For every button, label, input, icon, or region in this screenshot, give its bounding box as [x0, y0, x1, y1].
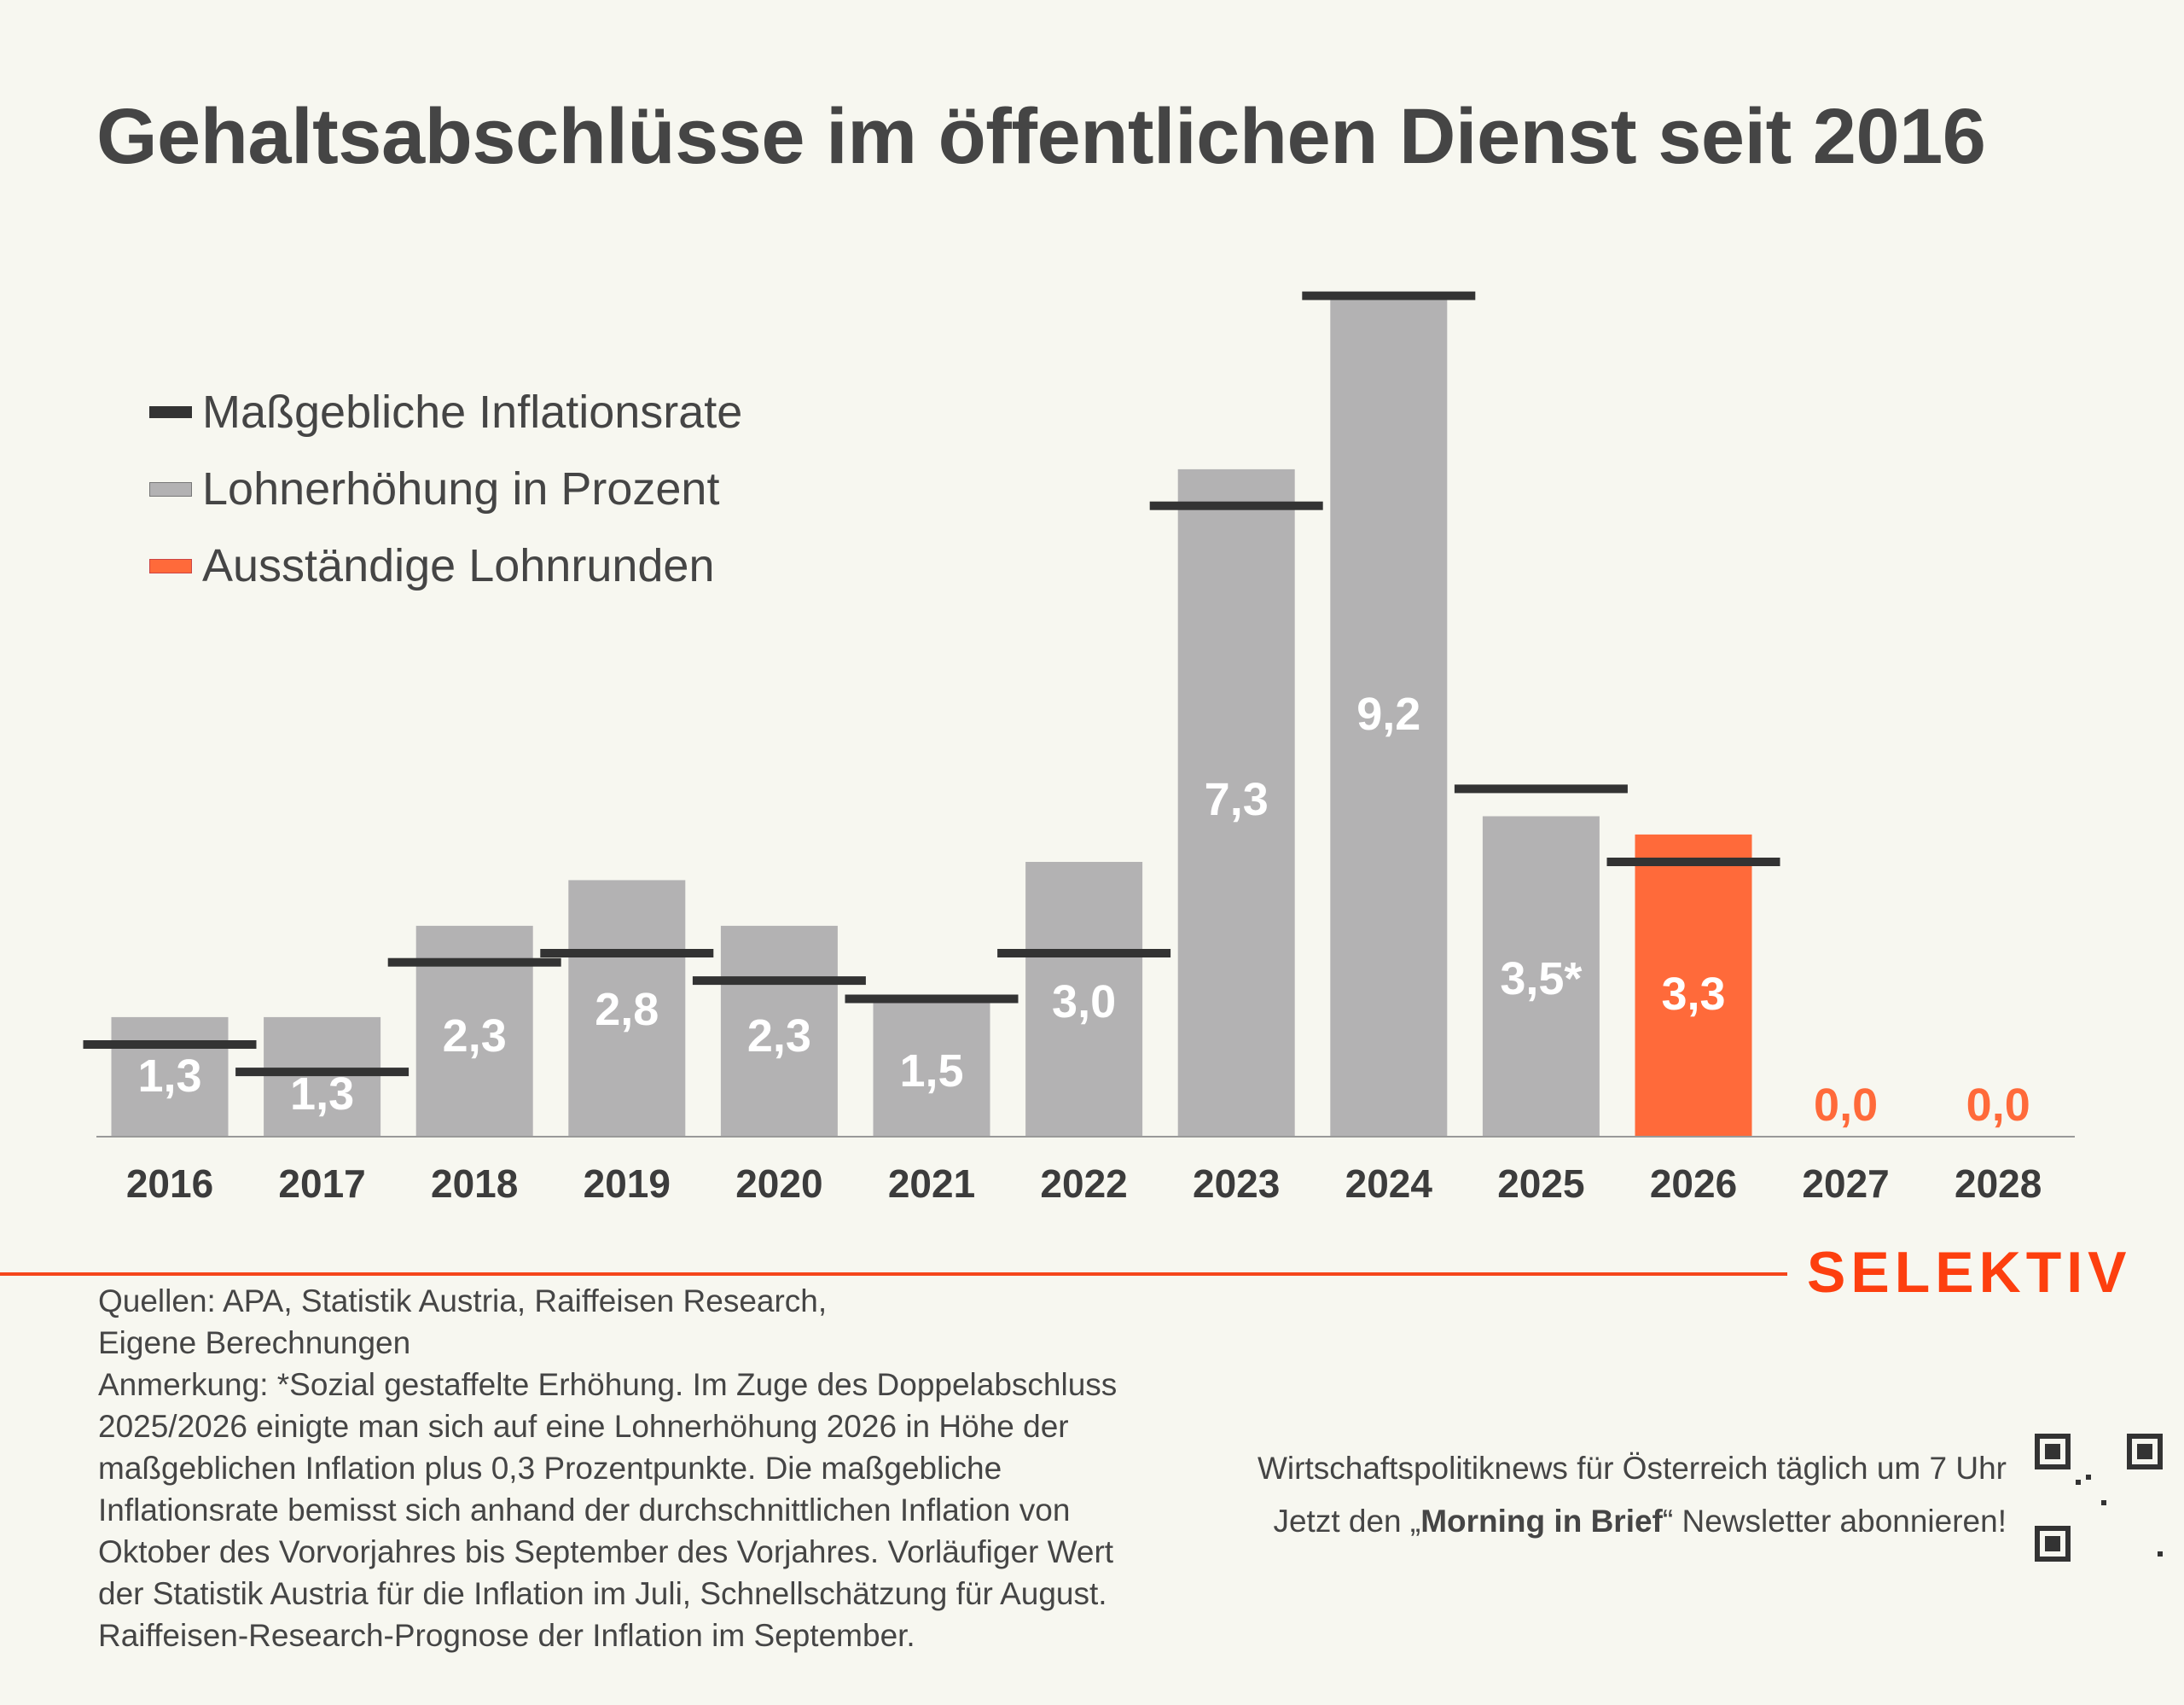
brand-logo: SELEKTIV: [1807, 1240, 2132, 1305]
bar-value-label: 3,5*: [1500, 953, 1582, 1004]
inflation-marker-2018: [387, 957, 561, 967]
x-tick-label: 2022: [1040, 1161, 1127, 1206]
bar-2023: [1177, 468, 1295, 1136]
bar-2024: [1330, 295, 1448, 1137]
legend-swatch-inflation: [149, 406, 192, 418]
x-tick-label: 2023: [1193, 1161, 1280, 1206]
bar-2021: [873, 998, 990, 1136]
legend-swatch-pending: [149, 558, 192, 573]
inflation-marker-2020: [692, 976, 866, 986]
inflation-marker-2017: [235, 1068, 410, 1077]
bar-2022: [1025, 862, 1143, 1136]
inflation-marker-2022: [997, 949, 1171, 957]
x-tick-label: 2021: [888, 1161, 975, 1206]
bar-value-label: 7,3: [1205, 774, 1269, 825]
inflation-marker-2023: [1149, 501, 1323, 510]
footnotes: Quellen: APA, Statistik Austria, Raiffei…: [98, 1280, 1165, 1656]
bar-2026: [1635, 834, 1752, 1136]
x-tick-label: 2024: [1345, 1161, 1433, 1206]
x-tick-label: 2025: [1497, 1161, 1584, 1206]
x-tick-label: 2026: [1650, 1161, 1737, 1206]
bar-value-label: 1,3: [290, 1068, 354, 1120]
promo-pre: Jetzt den „: [1273, 1504, 1421, 1539]
chart-title: Gehaltsabschlüsse im öffentlichen Dienst…: [96, 93, 1986, 180]
bar-2020: [720, 925, 838, 1136]
bar-2017: [264, 1016, 381, 1136]
bar-value-label: 1,3: [137, 1050, 201, 1102]
inflation-marker-2021: [845, 994, 1019, 1004]
legend-item-wage: Lohnerhöhung in Prozent: [149, 451, 742, 527]
bar-value-label: 0,0: [1814, 1079, 1878, 1131]
legend-item-inflation: Maßgebliche Inflationsrate: [149, 374, 742, 451]
x-tick-label: 2027: [1802, 1161, 1889, 1206]
newsletter-promo: Wirtschaftspolitiknews für Österreich tä…: [1258, 1442, 2007, 1548]
promo-line-1: Wirtschaftspolitiknews für Österreich tä…: [1258, 1451, 2007, 1486]
bar-value-label: 0,0: [1966, 1079, 2030, 1131]
x-tick-label: 2017: [278, 1161, 365, 1206]
promo-line-2[interactable]: Jetzt den „Morning in Brief“ Newsletter …: [1258, 1495, 2007, 1548]
x-tick-label: 2020: [735, 1161, 822, 1206]
sources-text: Quellen: APA, Statistik Austria, Raiffei…: [98, 1283, 828, 1318]
bar-value-label: 2,8: [595, 984, 659, 1035]
inflation-marker-2024: [1302, 291, 1476, 300]
inflation-marker-2019: [540, 949, 714, 957]
x-tick-label: 2016: [126, 1161, 213, 1206]
footer-divider: [0, 1272, 1787, 1276]
sources-text-2: Eigene Berechnungen: [98, 1325, 411, 1360]
x-tick-label: 2028: [1955, 1161, 2042, 1206]
legend-item-pending: Ausständige Lohnrunden: [149, 527, 742, 604]
promo-post: “ Newsletter abonnieren!: [1662, 1504, 2007, 1539]
legend-swatch-wage: [149, 481, 192, 497]
legend: Maßgebliche Inflationsrate Lohnerhöhung …: [149, 374, 742, 604]
legend-label: Maßgebliche Inflationsrate: [202, 387, 743, 438]
bar-value-label: 1,5: [899, 1045, 963, 1097]
bar-value-label: 2,3: [443, 1010, 507, 1062]
bar-2016: [111, 1016, 229, 1136]
bar-value-label: 9,2: [1356, 689, 1420, 740]
bar-value-label: 3,3: [1661, 969, 1725, 1020]
bar-value-label: 3,0: [1052, 976, 1116, 1027]
inflation-marker-2026: [1606, 858, 1780, 866]
qr-code-icon[interactable]: [2035, 1434, 2163, 1562]
bar-2019: [568, 880, 686, 1136]
newsletter-name: Morning in Brief: [1420, 1504, 1663, 1539]
inflation-marker-2025: [1454, 784, 1628, 794]
bar-2025: [1482, 816, 1600, 1136]
legend-label: Lohnerhöhung in Prozent: [202, 463, 720, 515]
legend-label: Ausständige Lohnrunden: [202, 540, 715, 591]
bar-value-label: 2,3: [747, 1010, 811, 1062]
inflation-marker-2016: [83, 1040, 257, 1049]
bar-chart: 1,3 2016 1,3 2017 2,3 2018 2,8 2019 2,3 2020 1,5 20…: [83, 291, 2075, 1206]
note-text: Anmerkung: *Sozial gestaffelte Erhöhung.…: [98, 1367, 1118, 1653]
x-tick-label: 2019: [584, 1161, 671, 1206]
x-tick-label: 2018: [431, 1161, 518, 1206]
